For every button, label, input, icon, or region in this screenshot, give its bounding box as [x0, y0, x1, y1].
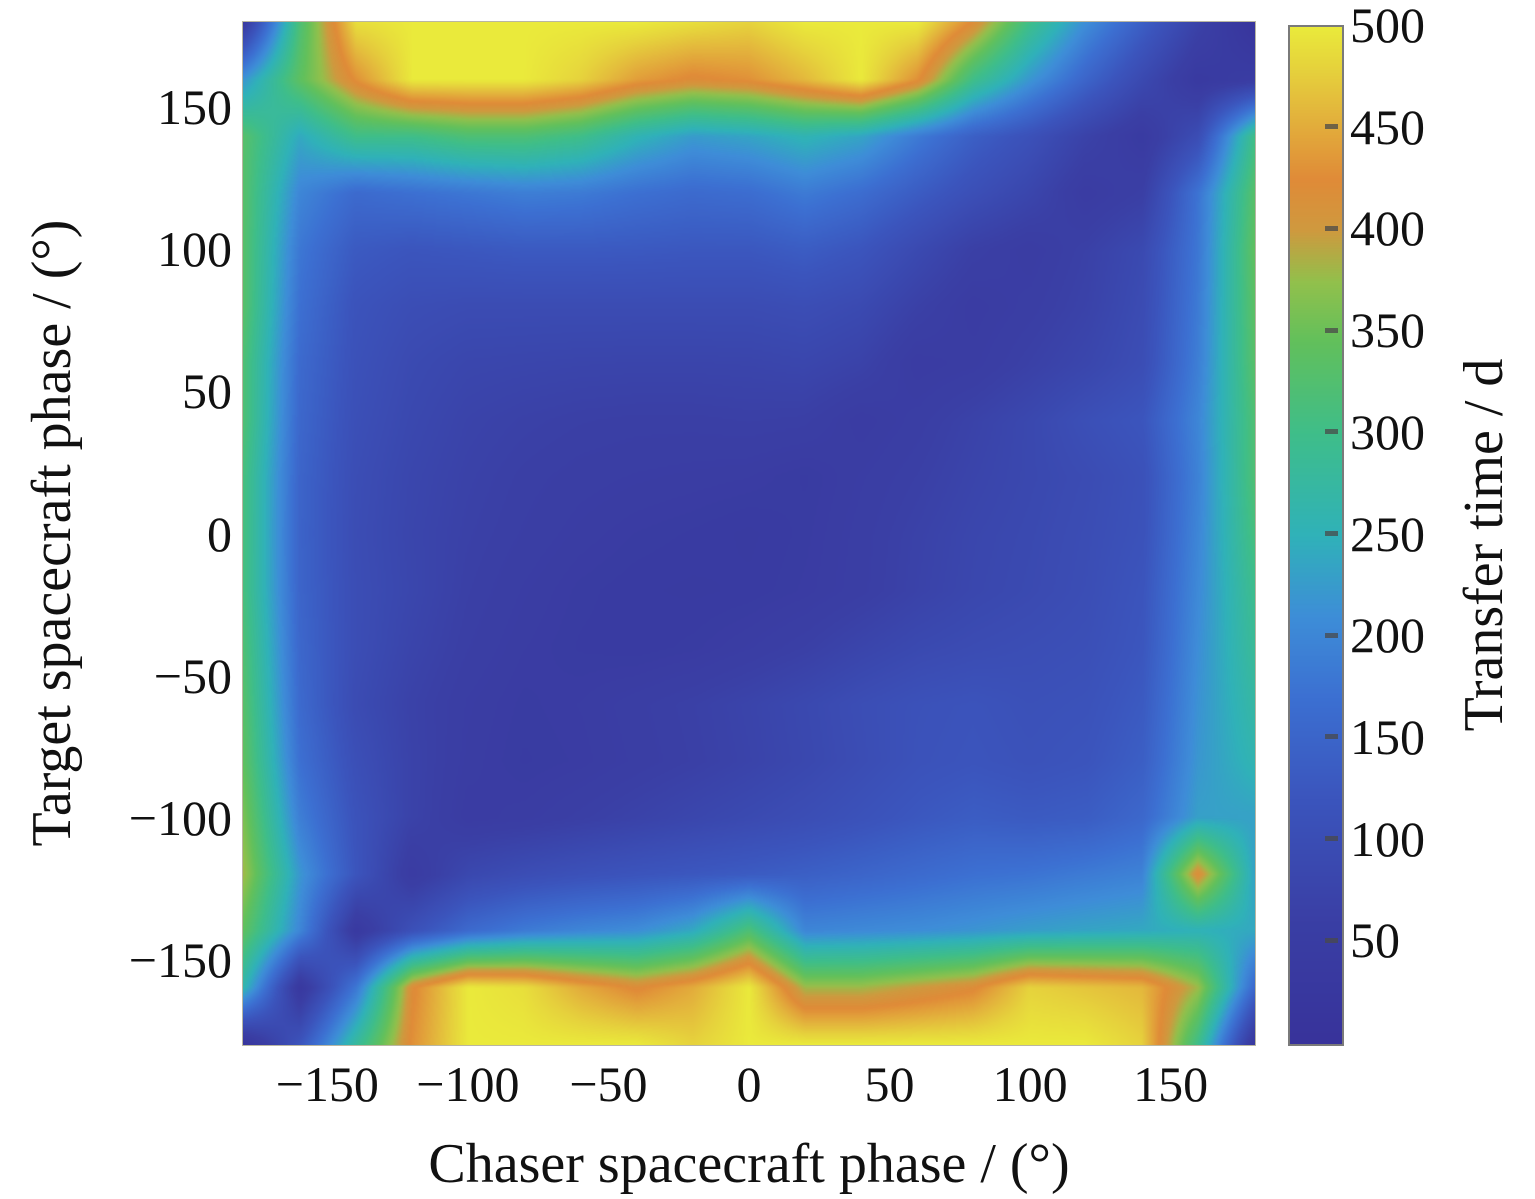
colorbar-label: Transfer time / d	[1453, 358, 1515, 732]
colorbar-tick-mark	[1325, 124, 1338, 130]
colorbar-tick-label: 100	[1350, 810, 1425, 867]
colorbar-tick-label: 450	[1350, 98, 1425, 155]
colorbar-tick-mark	[1325, 429, 1338, 435]
colorbar-tick-mark	[1325, 327, 1338, 333]
colorbar-tick-mark	[1325, 836, 1338, 842]
colorbar-tick-label: 400	[1350, 200, 1425, 257]
colorbar-tick-label: 350	[1350, 302, 1425, 359]
x-tick-label: −100	[416, 1056, 520, 1112]
x-tick-label: 0	[736, 1056, 762, 1112]
x-tick-label: −50	[569, 1056, 648, 1112]
x-tick-label: 150	[1133, 1056, 1209, 1112]
y-tick-label: 100	[157, 221, 232, 278]
x-tick-label: 100	[992, 1056, 1068, 1112]
colorbar-tick-label: 50	[1350, 912, 1400, 969]
colorbar-tick-mark	[1325, 734, 1338, 740]
y-axis-label: Target spacecraft phase / (°)	[21, 219, 83, 847]
x-tick-label: 50	[864, 1056, 915, 1112]
x-tick-label: −150	[275, 1056, 379, 1112]
y-tick-label: 0	[207, 505, 232, 562]
y-tick-label: 150	[157, 79, 232, 136]
y-tick-label: −50	[153, 647, 232, 704]
heatmap-plot-area	[242, 21, 1256, 1046]
colorbar-tick-mark	[1325, 632, 1338, 638]
colorbar-tick-mark	[1325, 225, 1338, 231]
x-axis-label: Chaser spacecraft phase / (°)	[428, 1133, 1070, 1195]
colorbar-tick-label: 500	[1350, 0, 1425, 53]
colorbar-tick-mark	[1325, 937, 1338, 943]
colorbar-tick-label: 300	[1350, 403, 1425, 460]
colorbar-tick-label: 150	[1350, 708, 1425, 765]
colorbar-tick-label: 200	[1350, 607, 1425, 664]
colorbar-tick-label: 250	[1350, 505, 1425, 562]
y-tick-label: 50	[182, 363, 232, 420]
y-tick-label: −150	[128, 931, 232, 988]
y-tick-label: −100	[128, 789, 232, 846]
colorbar-tick-mark	[1325, 531, 1338, 536]
